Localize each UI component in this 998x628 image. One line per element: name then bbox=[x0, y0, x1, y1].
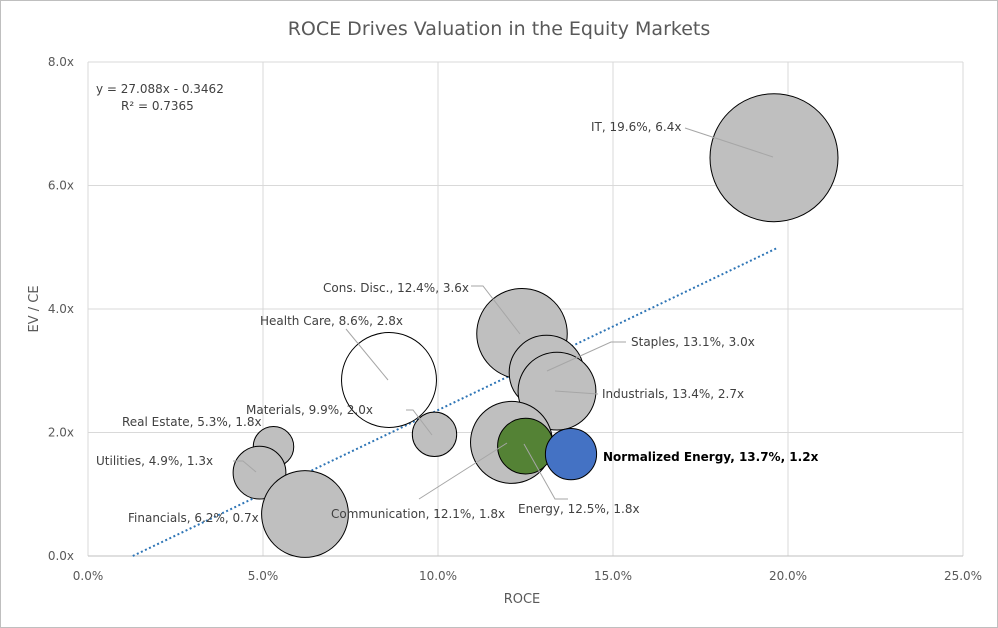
data-label: Staples, 13.1%, 3.0x bbox=[631, 335, 755, 349]
data-label-layer: IT, 19.6%, 6.4x Cons. Disc., 12.4%, 3.6x H… bbox=[96, 120, 819, 525]
trendline bbox=[132, 247, 777, 557]
chart-title: ROCE Drives Valuation in the Equity Mark… bbox=[288, 18, 711, 40]
x-tick-label: 25.0% bbox=[944, 569, 982, 583]
leader-line bbox=[523, 443, 568, 500]
data-label: Utilities, 4.9%, 1.3x bbox=[96, 454, 213, 468]
data-label: IT, 19.6%, 6.4x bbox=[591, 120, 681, 134]
leader-line bbox=[554, 390, 599, 395]
leader-line bbox=[233, 460, 257, 473]
data-label: Normalized Energy, 13.7%, 1.2x bbox=[603, 450, 819, 464]
trendline-equation: y = 27.088x - 0.3462 bbox=[96, 82, 224, 96]
leader-line-layer bbox=[233, 127, 774, 500]
leader-line bbox=[471, 285, 521, 335]
x-tick-label: 10.0% bbox=[419, 569, 457, 583]
leader-line bbox=[345, 328, 389, 381]
y-tick-label: 2.0x bbox=[48, 426, 74, 440]
bubble bbox=[709, 93, 839, 223]
data-label: Health Care, 8.6%, 2.8x bbox=[260, 314, 403, 328]
y-axis-title: EV / CE bbox=[27, 285, 42, 332]
y-tick-label: 6.0x bbox=[48, 179, 74, 193]
leader-line bbox=[406, 409, 433, 436]
leader-line bbox=[418, 442, 508, 500]
x-tick-label: 0.0% bbox=[73, 569, 104, 583]
leader-line bbox=[546, 341, 626, 372]
data-label: Communication, 12.1%, 1.8x bbox=[331, 507, 505, 521]
bubble bbox=[341, 332, 437, 428]
y-tick-label: 0.0x bbox=[48, 549, 74, 563]
y-tick-label: 8.0x bbox=[48, 55, 74, 69]
data-label: Energy, 12.5%, 1.8x bbox=[518, 502, 640, 516]
tick-label-layer: 0.0% 5.0% 10.0% 15.0% 20.0% 25.0% 0.0x 2.0x 4.0x… bbox=[48, 55, 982, 583]
x-axis-title: ROCE bbox=[504, 592, 541, 607]
bubble bbox=[544, 428, 598, 481]
data-label: Financials, 6.2%, 0.7x bbox=[128, 511, 259, 525]
trendline-r-squared: R² = 0.7365 bbox=[121, 99, 194, 113]
x-tick-label: 15.0% bbox=[594, 569, 632, 583]
bubble-layer bbox=[232, 93, 839, 558]
x-tick-label: 20.0% bbox=[769, 569, 807, 583]
bubble bbox=[411, 411, 458, 458]
data-label: Industrials, 13.4%, 2.7x bbox=[602, 387, 744, 401]
trendline-layer bbox=[132, 247, 777, 557]
data-label: Materials, 9.9%, 2.0x bbox=[246, 403, 373, 417]
data-label: Cons. Disc., 12.4%, 3.6x bbox=[323, 281, 469, 295]
leader-line bbox=[684, 127, 774, 158]
data-label: Real Estate, 5.3%, 1.8x bbox=[122, 415, 262, 429]
y-tick-label: 4.0x bbox=[48, 302, 74, 316]
bubble bbox=[261, 470, 349, 558]
x-tick-label: 5.0% bbox=[248, 569, 279, 583]
